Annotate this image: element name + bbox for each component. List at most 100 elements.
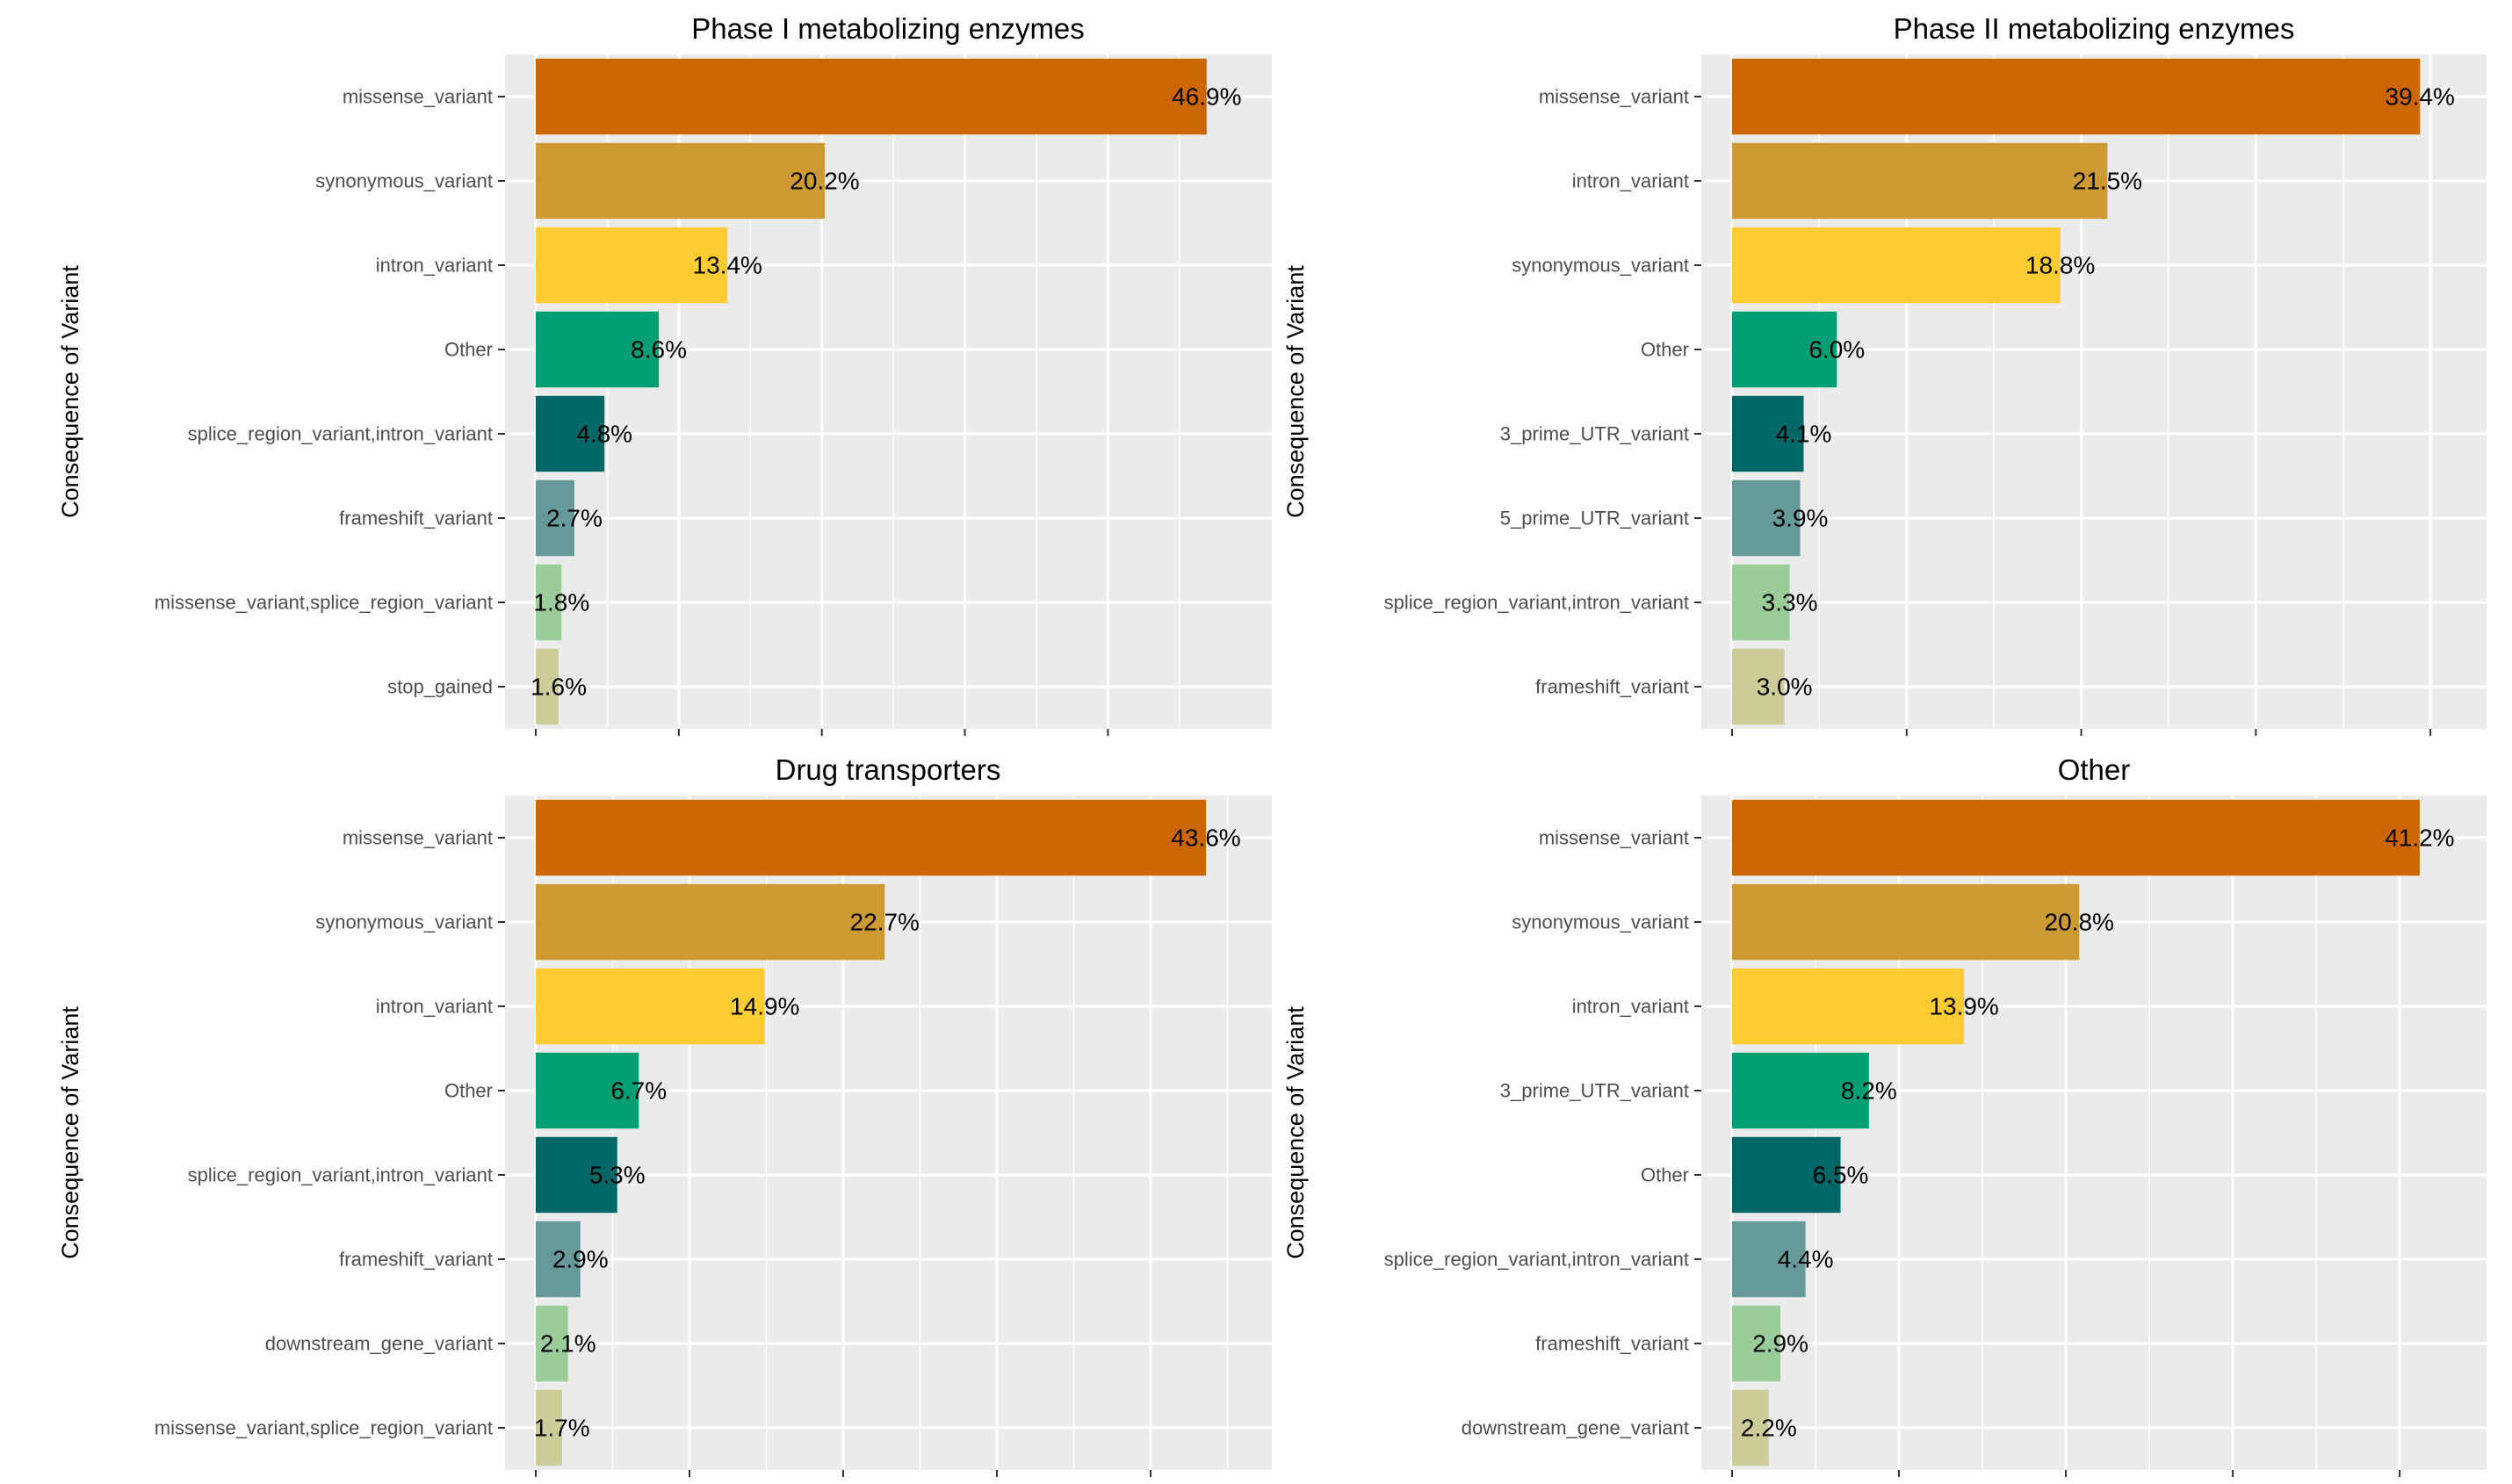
bar-other-6	[1732, 1221, 1806, 1298]
y-tick-label: missense_variant,splice_region_variant	[155, 592, 493, 614]
data-label: 22.7%	[850, 909, 920, 936]
bar-phase1-3	[536, 227, 728, 304]
data-label: 21.5%	[2073, 168, 2142, 195]
y-tick-label: Other	[444, 339, 493, 361]
y-tick-label: splice_region_variant,intron_variant	[188, 423, 493, 445]
chart-title: Phase II metabolizing enzymes	[1894, 12, 2295, 45]
data-label: 1.6%	[531, 674, 587, 701]
bar-other-7	[1732, 1305, 1781, 1382]
y-tick-label: splice_region_variant,intron_variant	[188, 1164, 493, 1186]
bar-transporters-7	[536, 1305, 568, 1382]
y-tick-label: intron_variant	[376, 996, 493, 1018]
data-label: 3.0%	[1757, 674, 1813, 701]
data-label: 3.9%	[1772, 505, 1829, 532]
chart-title: Other	[2058, 753, 2131, 786]
data-label: 2.2%	[1741, 1415, 1797, 1442]
y-tick-label: downstream_gene_variant	[265, 1333, 493, 1355]
y-tick-label: 3_prime_UTR_variant	[1500, 1080, 1689, 1102]
bar-phase2-7	[1732, 564, 1790, 641]
y-tick-label: frameshift_variant	[1535, 1333, 1689, 1355]
chart-title: Phase I metabolizing enzymes	[691, 12, 1085, 45]
data-label: 20.8%	[2045, 909, 2114, 936]
y-tick-label: intron_variant	[1572, 170, 1689, 192]
bar-transporters-5	[536, 1136, 617, 1214]
bar-transporters-1	[536, 799, 1206, 876]
y-axis-title: Consequence of Variant	[57, 1006, 83, 1259]
y-tick-label: downstream_gene_variant	[1462, 1417, 1689, 1439]
data-label: 4.8%	[576, 421, 632, 448]
data-label: 1.8%	[533, 589, 589, 616]
data-label: 13.4%	[693, 252, 762, 279]
data-label: 4.1%	[1776, 421, 1832, 448]
bar-transporters-4	[536, 1052, 639, 1129]
data-label: 46.9%	[1172, 83, 1241, 111]
y-tick-label: frameshift_variant	[1535, 676, 1689, 698]
bar-phase1-5	[536, 395, 605, 472]
bar-phase1-2	[536, 142, 825, 220]
y-tick-label: frameshift_variant	[339, 508, 493, 529]
chart-panel-phase2: missense_variant 39.4% intron_variant 21.5%…	[1282, 12, 2487, 736]
bar-transporters-2	[536, 883, 885, 961]
bar-other-8	[1732, 1389, 1769, 1466]
bar-phase1-6	[536, 479, 574, 557]
y-tick-label: splice_region_variant,intron_variant	[1384, 1249, 1689, 1271]
bar-other-3	[1732, 968, 1965, 1045]
data-label: 18.8%	[2025, 252, 2095, 279]
data-label: 8.2%	[1841, 1077, 1897, 1105]
y-axis-title: Consequence of Variant	[1282, 1006, 1309, 1259]
bar-transporters-8	[536, 1389, 562, 1466]
bar-other-1	[1732, 799, 2420, 876]
bar-phase2-4	[1732, 311, 1837, 388]
bar-phase2-8	[1732, 648, 1785, 725]
y-tick-label: missense_variant	[1539, 827, 1689, 849]
y-tick-label: splice_region_variant,intron_variant	[1384, 592, 1689, 614]
y-tick-label: synonymous_variant	[1512, 255, 1689, 277]
bar-phase1-8	[536, 648, 559, 725]
data-label: 39.4%	[2386, 83, 2455, 111]
y-axis-title: Consequence of Variant	[1282, 265, 1309, 518]
y-tick-label: missense_variant	[343, 86, 493, 108]
data-label: 43.6%	[1171, 825, 1240, 852]
y-tick-label: synonymous_variant	[315, 911, 493, 933]
bar-phase1-4	[536, 311, 660, 388]
data-label: 6.7%	[610, 1077, 667, 1105]
y-tick-label: 5_prime_UTR_variant	[1500, 508, 1689, 529]
bar-other-4	[1732, 1052, 1869, 1129]
y-tick-label: synonymous_variant	[315, 170, 493, 192]
y-tick-label: Other	[1641, 339, 1689, 361]
data-label: 41.2%	[2385, 825, 2454, 852]
y-tick-label: intron_variant	[1572, 996, 1689, 1018]
bar-transporters-6	[536, 1221, 581, 1298]
chart-panel-transporters: missense_variant 43.6% synonymous_variant 2…	[57, 753, 1272, 1477]
bar-phase1-1	[536, 58, 1207, 135]
data-label: 6.5%	[1813, 1162, 1869, 1189]
data-label: 6.0%	[1808, 336, 1865, 364]
data-label: 20.2%	[790, 168, 859, 195]
y-tick-label: missense_variant,splice_region_variant	[155, 1417, 493, 1439]
data-label: 3.3%	[1762, 589, 1818, 616]
y-tick-label: 3_prime_UTR_variant	[1500, 423, 1689, 445]
y-tick-label: missense_variant	[343, 827, 493, 849]
bar-transporters-3	[536, 968, 765, 1045]
bar-phase2-2	[1732, 142, 2108, 220]
bar-other-2	[1732, 883, 2080, 961]
data-label: 1.7%	[534, 1415, 590, 1442]
chart-panel-phase1: missense_variant 46.9% synonymous_variant 2…	[57, 12, 1272, 736]
y-tick-label: synonymous_variant	[1512, 911, 1689, 933]
y-tick-label: stop_gained	[387, 676, 493, 698]
data-label: 2.9%	[552, 1246, 609, 1273]
bar-phase2-1	[1732, 58, 2421, 135]
y-axis-title: Consequence of Variant	[57, 265, 83, 518]
bar-phase2-5	[1732, 395, 1804, 472]
y-tick-label: intron_variant	[376, 255, 493, 277]
data-label: 2.1%	[540, 1330, 596, 1358]
data-label: 2.9%	[1752, 1330, 1808, 1358]
data-label: 5.3%	[589, 1162, 646, 1189]
data-label: 4.4%	[1778, 1246, 1834, 1273]
chart-title: Drug transporters	[776, 753, 1001, 786]
data-label: 2.7%	[546, 505, 603, 532]
y-tick-label: Other	[444, 1080, 493, 1102]
bar-other-5	[1732, 1136, 1841, 1214]
data-label: 13.9%	[1929, 993, 1998, 1020]
